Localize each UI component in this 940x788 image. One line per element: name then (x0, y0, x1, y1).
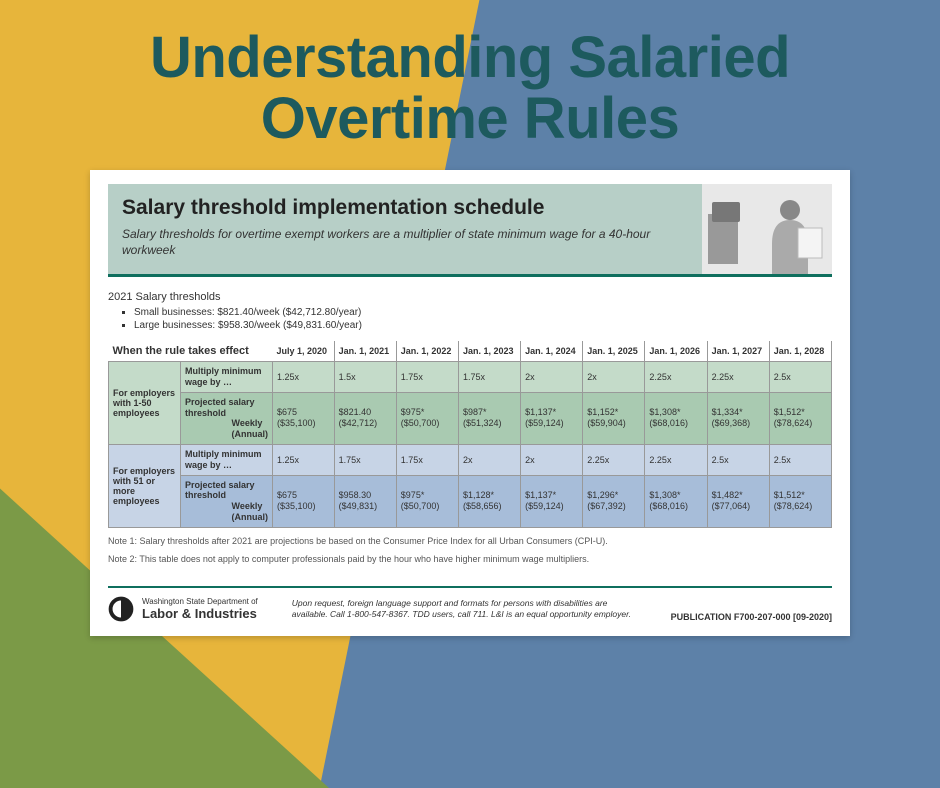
multiplier-cell: 2.5x (769, 362, 831, 393)
multiplier-cell: 1.75x (458, 362, 520, 393)
doc-header-title: Salary threshold implementation schedule (122, 196, 688, 220)
table-row: Projected salary thresholdWeekly(Annual)… (109, 475, 832, 527)
threshold-label: Projected salary thresholdWeekly(Annual) (181, 392, 273, 444)
note-2: Note 2: This table does not apply to com… (108, 554, 832, 564)
threshold-cell: $1,334*($69,368) (707, 392, 769, 444)
threshold-cell: $1,137*($59,124) (521, 392, 583, 444)
footer-rule (108, 586, 832, 588)
table-row: For employers with 1-50 employeesMultipl… (109, 362, 832, 393)
thresholds-heading: 2021 Salary thresholds (108, 291, 832, 303)
threshold-cell: $975*($50,700) (396, 392, 458, 444)
dept-big: Labor & Industries (142, 606, 257, 621)
col-date: July 1, 2020 (273, 341, 335, 362)
threshold-cell: $975*($50,700) (396, 475, 458, 527)
threshold-cell: $1,137*($59,124) (521, 475, 583, 527)
col-date: Jan. 1, 2025 (583, 341, 645, 362)
dept-small: Washington State Department of (142, 597, 258, 606)
schedule-table: When the rule takes effect July 1, 2020 … (108, 341, 832, 528)
footer-mid-text: Upon request, foreign language support a… (282, 596, 647, 620)
page-title: Understanding Salaried Overtime Rules (0, 0, 940, 162)
multiplier-cell: 1.75x (396, 362, 458, 393)
multiplier-cell: 1.75x (334, 444, 396, 475)
multiplier-cell: 1.75x (396, 444, 458, 475)
threshold-cell: $1,152*($59,904) (583, 392, 645, 444)
logo-icon (108, 596, 134, 622)
multiplier-cell: 2.25x (645, 444, 707, 475)
multiplier-label: Multiply minimum wage by … (181, 444, 273, 475)
multiplier-cell: 2x (521, 444, 583, 475)
category-cell: For employers with 51 or more employees (109, 444, 181, 527)
multiplier-cell: 2.5x (707, 444, 769, 475)
multiplier-cell: 2x (583, 362, 645, 393)
table-row: Projected salary thresholdWeekly(Annual)… (109, 392, 832, 444)
multiplier-label: Multiply minimum wage by … (181, 362, 273, 393)
note-1: Note 1: Salary thresholds after 2021 are… (108, 536, 832, 546)
multiplier-cell: 2.5x (769, 444, 831, 475)
threshold-cell: $821.40($42,712) (334, 392, 396, 444)
thresholds-bullets: Small businesses: $821.40/week ($42,712.… (134, 307, 832, 331)
document-card: Salary threshold implementation schedule… (90, 170, 850, 636)
multiplier-cell: 1.5x (334, 362, 396, 393)
threshold-cell: $1,308*($68,016) (645, 392, 707, 444)
threshold-cell: $1,512*($78,624) (769, 475, 831, 527)
lead-label: When the rule takes effect (109, 341, 273, 362)
header-photo (702, 184, 832, 274)
col-date: Jan. 1, 2024 (521, 341, 583, 362)
col-date: Jan. 1, 2028 (769, 341, 831, 362)
multiplier-cell: 2.25x (645, 362, 707, 393)
threshold-cell: $1,296*($67,392) (583, 475, 645, 527)
logo-block: Washington State Department of Labor & I… (108, 596, 258, 622)
doc-header: Salary threshold implementation schedule… (108, 184, 832, 277)
col-date: Jan. 1, 2026 (645, 341, 707, 362)
logo-text: Washington State Department of Labor & I… (142, 597, 258, 621)
threshold-cell: $987*($51,324) (458, 392, 520, 444)
multiplier-cell: 1.25x (273, 362, 335, 393)
publication-id: PUBLICATION F700-207-000 [09-2020] (671, 612, 832, 622)
col-date: Jan. 1, 2023 (458, 341, 520, 362)
threshold-label: Projected salary thresholdWeekly(Annual) (181, 475, 273, 527)
multiplier-cell: 2x (458, 444, 520, 475)
col-date: Jan. 1, 2022 (396, 341, 458, 362)
threshold-cell: $1,482*($77,064) (707, 475, 769, 527)
doc-footer: Washington State Department of Labor & I… (108, 596, 832, 622)
threshold-cell: $675($35,100) (273, 392, 335, 444)
doc-header-text: Salary threshold implementation schedule… (108, 184, 702, 274)
col-date: Jan. 1, 2021 (334, 341, 396, 362)
threshold-cell: $1,308*($68,016) (645, 475, 707, 527)
multiplier-cell: 2x (521, 362, 583, 393)
threshold-cell: $675($35,100) (273, 475, 335, 527)
threshold-cell: $1,512*($78,624) (769, 392, 831, 444)
threshold-cell: $958.30($49,831) (334, 475, 396, 527)
table-row: For employers with 51 or more employeesM… (109, 444, 832, 475)
table-header-row: When the rule takes effect July 1, 2020 … (109, 341, 832, 362)
bullet-large: Large businesses: $958.30/week ($49,831.… (134, 320, 832, 331)
doc-header-subtitle: Salary thresholds for overtime exempt wo… (122, 226, 688, 258)
category-cell: For employers with 1-50 employees (109, 362, 181, 445)
multiplier-cell: 2.25x (707, 362, 769, 393)
col-date: Jan. 1, 2027 (707, 341, 769, 362)
multiplier-cell: 2.25x (583, 444, 645, 475)
multiplier-cell: 1.25x (273, 444, 335, 475)
bullet-small: Small businesses: $821.40/week ($42,712.… (134, 307, 832, 318)
threshold-cell: $1,128*($58,656) (458, 475, 520, 527)
